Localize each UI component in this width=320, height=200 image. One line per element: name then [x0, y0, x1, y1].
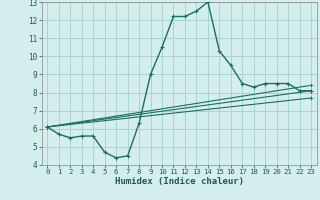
X-axis label: Humidex (Indice chaleur): Humidex (Indice chaleur) [115, 177, 244, 186]
